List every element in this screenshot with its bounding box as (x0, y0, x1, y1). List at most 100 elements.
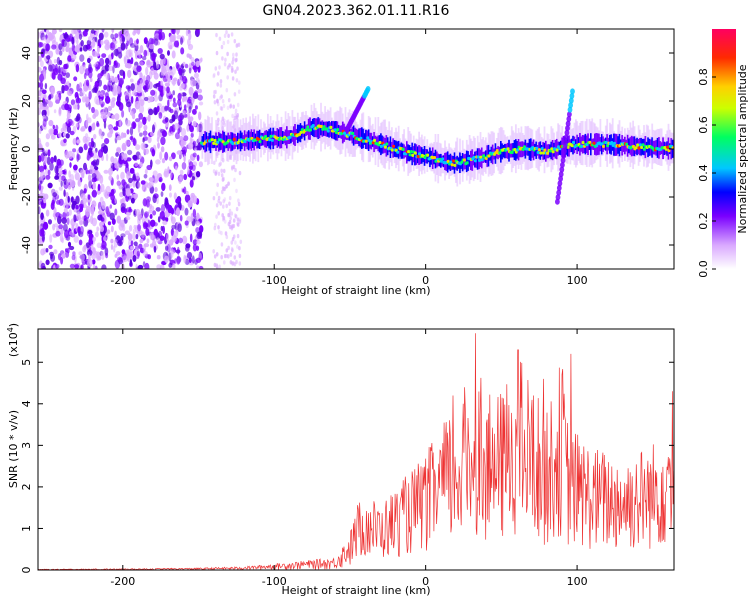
noise-speckle (78, 146, 84, 154)
noise-speckle (234, 240, 237, 245)
noise-speckle (114, 33, 119, 39)
noise-speckle (112, 87, 117, 96)
noise-speckle (135, 172, 140, 180)
noise-speckle (221, 118, 224, 123)
ridge-core (639, 138, 641, 156)
noise-speckle (95, 52, 100, 57)
noise-speckle (213, 72, 216, 78)
spike-segment (559, 166, 565, 173)
noise-speckle (132, 228, 136, 234)
noise-speckle (158, 112, 163, 119)
noise-speckle (41, 89, 47, 95)
noise-speckle (120, 235, 124, 241)
noise-speckle (227, 33, 230, 38)
colorbar-gradient (712, 29, 736, 269)
noise-speckle (104, 138, 110, 145)
noise-speckle (237, 222, 240, 227)
noise-speckle (222, 204, 225, 209)
noise-speckle (222, 40, 226, 46)
noise-speckle (59, 234, 64, 243)
snr-y-multiplier: (x104) (6, 323, 20, 357)
noise-speckle (38, 137, 41, 143)
noise-speckle (41, 36, 47, 41)
ridge-core (329, 122, 332, 137)
noise-speckle (83, 72, 87, 80)
noise-speckle (146, 59, 152, 68)
noise-speckle (83, 188, 87, 194)
noise-speckle (87, 194, 91, 201)
noise-speckle (95, 63, 99, 72)
noise-speckle (109, 212, 115, 221)
spectrogram-y-axis-label: Frequency (Hz) (7, 108, 20, 191)
noise-speckle (229, 103, 233, 108)
noise-speckle (117, 239, 123, 247)
noise-speckle (101, 143, 106, 149)
ridge-peak (390, 148, 394, 152)
noise-speckle (43, 221, 48, 226)
noise-speckle (63, 207, 68, 214)
noise-speckle (213, 226, 217, 231)
noise-speckle (184, 63, 189, 69)
ridge-peak (600, 142, 604, 146)
ridge-peak (536, 150, 540, 155)
noise-speckle (160, 225, 164, 232)
noise-speckle (74, 91, 79, 99)
noise-speckle (45, 174, 51, 180)
noise-speckle (149, 205, 155, 211)
noise-speckle (220, 168, 223, 173)
noise-speckle (132, 232, 136, 241)
ridge-peak (473, 159, 478, 163)
noise-speckle (181, 162, 187, 170)
noise-speckle (147, 95, 152, 104)
noise-speckle (227, 245, 230, 251)
noise-speckle (58, 224, 64, 230)
noise-speckle (69, 162, 72, 168)
ridge-core (603, 138, 606, 150)
noise-speckle (228, 63, 231, 68)
noise-speckle (75, 97, 81, 104)
ridge-peak (373, 138, 377, 142)
noise-speckle (160, 191, 164, 197)
noise-speckle (128, 177, 133, 184)
ridge-peak (487, 154, 491, 158)
noise-speckle (67, 184, 72, 190)
noise-speckle (104, 191, 110, 199)
ridge-peak (299, 130, 303, 134)
noise-speckle (38, 155, 42, 163)
noise-speckle (71, 254, 76, 261)
noise-speckle (233, 39, 237, 44)
noise-speckle (217, 171, 221, 176)
noise-speckle (223, 62, 227, 67)
noise-speckle (219, 106, 223, 111)
colorbar-tick-label: 0.6 (697, 116, 710, 134)
noise-speckle (82, 64, 86, 71)
noise-speckle (225, 184, 229, 189)
ridge-peak (433, 156, 437, 160)
noise-speckle (148, 177, 154, 182)
noise-speckle (115, 132, 118, 137)
noise-speckle (42, 101, 48, 107)
noise-speckle (114, 208, 118, 216)
noise-speckle (112, 83, 117, 89)
noise-speckle (119, 30, 125, 39)
noise-speckle (66, 217, 70, 225)
noise-speckle (45, 133, 51, 140)
noise-speckle (127, 69, 132, 79)
noise-speckle (174, 122, 180, 130)
ridge-core (202, 134, 205, 150)
noise-speckle (232, 104, 235, 109)
ridge-peak (333, 128, 337, 132)
noise-speckle (52, 192, 58, 198)
ridge-core (212, 135, 215, 149)
noise-speckle (76, 153, 80, 162)
x-tick-label: -100 (262, 274, 287, 287)
noise-speckle (85, 242, 90, 249)
ridge-peak (413, 151, 418, 155)
noise-speckle (130, 240, 134, 246)
ridge-peak (216, 140, 220, 144)
noise-speckle (99, 57, 105, 67)
ridge-peak (531, 146, 535, 150)
ridge-peak (334, 130, 339, 135)
noise-speckle (81, 96, 86, 103)
ridge-peak (637, 146, 641, 150)
